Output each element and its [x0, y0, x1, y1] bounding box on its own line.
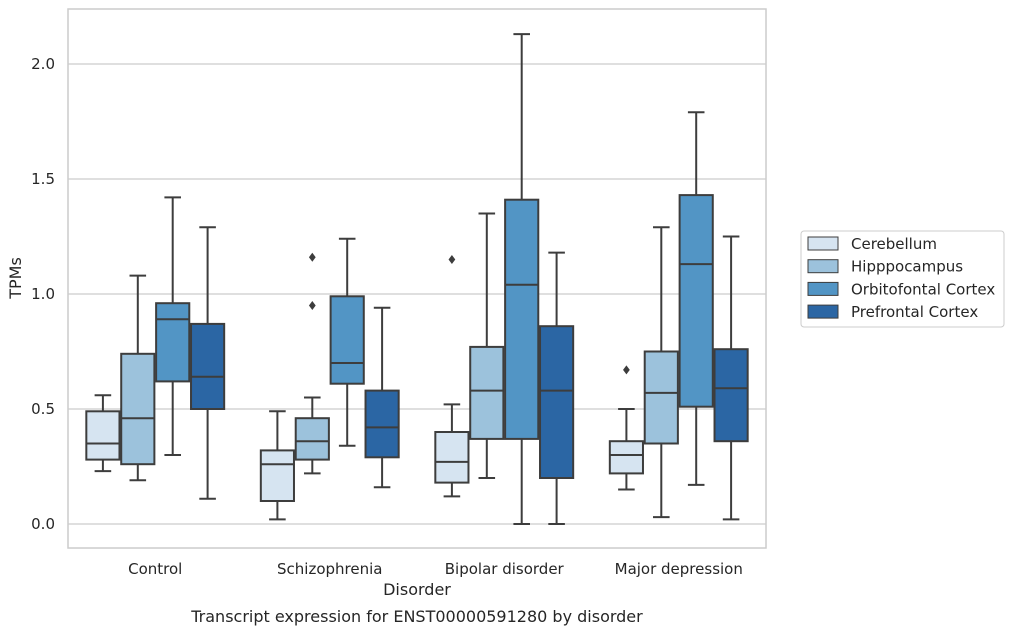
box-iqr — [469, 345, 505, 440]
y-axis-label: TPMs — [6, 257, 25, 300]
box-group — [155, 196, 191, 456]
outlier-point — [308, 301, 316, 310]
legend-swatch — [807, 236, 839, 251]
box-group — [329, 237, 365, 447]
outlier-point — [623, 365, 630, 375]
y-axis-ticks: 0.0 0.5 1.0 1.5 2.0 — [31, 55, 55, 533]
box-iqr — [608, 440, 644, 475]
y-tick-label: 1.5 — [31, 170, 55, 188]
box-group — [504, 33, 540, 525]
plot-area-frame — [67, 8, 767, 549]
box-group — [608, 365, 644, 491]
x-tick-label: Control — [128, 560, 182, 578]
outlier-point — [448, 255, 456, 264]
box-group — [713, 235, 749, 521]
box-iqr — [504, 198, 540, 440]
legend-label: Orbitofontal Cortex — [851, 280, 995, 298]
legend-frame — [800, 230, 1005, 328]
y-tick-label: 0.5 — [31, 400, 55, 418]
box-iqr — [364, 389, 400, 459]
legend-swatch — [807, 259, 839, 274]
box-iqr — [329, 295, 365, 385]
box-group — [539, 251, 575, 525]
legend-swatch — [807, 281, 839, 296]
box-group — [364, 306, 400, 489]
box-iqr — [294, 417, 330, 461]
y-tick-label: 1.0 — [31, 285, 55, 303]
box-iqr — [120, 352, 156, 466]
x-axis-ticks: Control Schizophrenia Bipolar disorder Majo… — [128, 560, 743, 578]
x-tick-label: Schizophrenia — [277, 560, 382, 578]
box-iqr — [713, 348, 749, 443]
box-group — [85, 394, 121, 473]
box-iqr — [678, 194, 714, 408]
box-iqr — [85, 410, 121, 461]
chart-caption: Transcript expression for ENST0000059128… — [190, 607, 643, 626]
x-tick-label: Bipolar disorder — [445, 560, 565, 578]
y-tick-label: 0.0 — [31, 515, 55, 533]
x-axis-label: Disorder — [383, 580, 451, 599]
legend-swatch — [807, 304, 839, 319]
legend-label: Cerebellum — [851, 235, 937, 253]
box-group — [294, 252, 330, 475]
outlier-point — [308, 252, 316, 262]
box-group — [259, 410, 295, 521]
box-iqr — [643, 350, 679, 445]
box-iqr — [434, 431, 470, 484]
box-iqr — [259, 449, 295, 502]
legend-items: Cerebellum Hipppocampus Orbitofontal Corte… — [807, 235, 995, 321]
box-iqr — [190, 322, 226, 410]
box-group — [469, 212, 505, 479]
box-group — [434, 255, 470, 498]
box-plot-series — [85, 33, 749, 525]
box-group — [120, 274, 156, 482]
legend-label: Prefrontal Cortex — [851, 303, 978, 321]
box-group — [190, 226, 226, 500]
box-iqr — [539, 325, 575, 480]
legend-label: Hipppocampus — [851, 258, 963, 276]
legend: Cerebellum Hipppocampus Orbitofontal Corte… — [800, 230, 1005, 328]
box-group — [678, 111, 714, 486]
y-tick-label: 2.0 — [31, 55, 55, 73]
box-iqr — [155, 302, 191, 383]
box-group — [643, 226, 679, 519]
x-tick-label: Major depression — [615, 560, 743, 578]
